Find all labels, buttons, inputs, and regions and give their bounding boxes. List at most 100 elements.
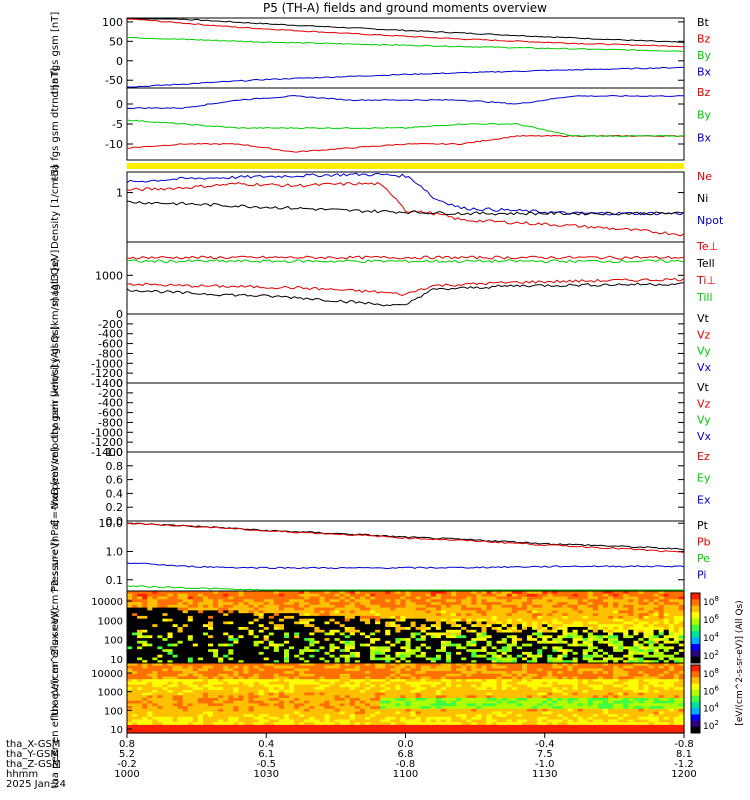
spectrogram-cell <box>218 649 224 653</box>
legend-entry: Ni <box>697 192 708 205</box>
spectrogram-cell <box>339 684 346 688</box>
spectrogram-cell <box>329 643 336 647</box>
spectrogram-cell <box>370 651 376 656</box>
spectrogram-cell <box>233 651 239 656</box>
spectrogram-cell <box>597 676 604 680</box>
spectrogram-cell <box>172 591 179 595</box>
spectrogram-cell <box>486 621 493 625</box>
spectrogram-cell <box>587 689 594 694</box>
spectrogram-cell <box>491 681 498 686</box>
spectrogram-cell <box>425 706 432 710</box>
spectrogram-cell <box>375 700 381 704</box>
spectrogram-cell <box>547 613 553 617</box>
spectrogram-cell <box>238 671 245 675</box>
spectrogram-cell <box>435 593 442 598</box>
spectrogram-cell <box>289 706 295 710</box>
spectrogram-cell <box>233 615 239 620</box>
spectrogram-cell <box>608 684 614 688</box>
spectrogram-cell <box>203 607 209 611</box>
spectrogram-cell <box>653 624 660 628</box>
spectrogram-cell <box>516 684 523 688</box>
spectrogram-cell <box>294 657 300 661</box>
spectrogram-cell <box>157 646 164 650</box>
spectrogram-cell <box>638 627 645 631</box>
tick-label: -400 <box>98 397 123 410</box>
spectrogram-cell <box>213 627 219 631</box>
spectrogram-cell <box>334 615 341 620</box>
spectrogram-cell <box>613 615 619 620</box>
spectrogram-cell <box>309 681 315 686</box>
spectrogram-cell <box>673 604 680 609</box>
spectrogram-cell <box>618 679 624 683</box>
spectrogram-cell <box>172 673 179 678</box>
spectrogram-cell <box>344 657 351 661</box>
spectrogram-cell <box>228 618 234 623</box>
spectrogram-cell <box>334 657 341 661</box>
spectrogram-cell <box>673 646 680 650</box>
spectrogram-cell <box>420 618 427 623</box>
spectrogram-cell <box>618 668 624 672</box>
spectrogram-cell <box>385 615 391 620</box>
spectrogram-cell <box>395 615 402 620</box>
spectrogram-cell <box>263 684 270 688</box>
spectrogram-cell <box>192 627 199 631</box>
spectrogram-cell <box>547 629 553 634</box>
spectrogram-cell <box>192 638 199 642</box>
spectrogram-cell <box>628 643 634 647</box>
spectrogram-cell <box>597 624 604 628</box>
spectrogram-cell <box>430 649 437 653</box>
spectrogram-cell <box>405 663 412 667</box>
spectrogram-cell <box>248 692 255 696</box>
spectrogram-cell <box>532 660 538 664</box>
spectrogram-cell <box>208 591 214 595</box>
spectrogram-cell <box>557 687 564 691</box>
spectrogram-cell <box>552 624 558 628</box>
spectrogram-cell <box>446 591 452 595</box>
spectrogram-cell <box>289 591 295 595</box>
spectrogram-cell <box>395 604 402 609</box>
spectrogram-cell <box>527 679 533 683</box>
spectrogram-cell <box>182 689 189 694</box>
spectrogram-cell <box>532 706 538 710</box>
spectrogram-cell <box>319 706 326 710</box>
spectrogram-cell <box>516 632 523 636</box>
spectrogram-cell <box>471 673 477 678</box>
spectrogram-cell <box>435 599 442 603</box>
spectrogram-cell <box>577 602 584 606</box>
spectrogram-cell <box>380 692 386 696</box>
spectrogram-cell <box>304 607 310 611</box>
spectrogram-cell <box>516 692 523 696</box>
spectrogram-cell <box>557 615 564 620</box>
spectrogram-cell <box>309 643 315 647</box>
spectrogram-cell <box>456 618 462 623</box>
spectrogram-cell <box>314 638 321 642</box>
spectrogram-cell <box>440 657 447 661</box>
spectrogram-cell <box>638 613 645 617</box>
spectrogram-cell <box>643 640 650 645</box>
spectrogram-cell <box>405 621 412 625</box>
spectrogram-cell <box>527 646 533 650</box>
spectrogram-cell <box>162 624 169 628</box>
spectrogram-cell <box>577 657 584 661</box>
spectrogram-cell <box>435 657 442 661</box>
tick-label: -1400 <box>91 446 123 459</box>
spectrogram-cell <box>643 613 650 617</box>
spectrogram-cell <box>359 607 366 611</box>
spectrogram-cell <box>299 663 305 667</box>
spectrogram-cell <box>516 657 523 661</box>
spectrogram-cell <box>284 681 290 686</box>
spectrogram-cell <box>587 643 594 647</box>
spectrogram-cell <box>668 615 675 620</box>
spectrogram-cell <box>451 679 457 683</box>
spectrogram-cell <box>208 692 214 696</box>
spectrogram-cell <box>213 629 219 634</box>
spectrogram-cell <box>380 643 386 647</box>
spectrogram-cell <box>177 671 184 675</box>
spectrogram-cell <box>557 654 564 659</box>
spectrogram-cell <box>562 615 569 620</box>
spectrogram-cell <box>471 602 477 606</box>
spectrogram-cell <box>375 643 381 647</box>
spectrogram-cell <box>547 700 553 704</box>
spectrogram-cell <box>486 596 493 600</box>
spectrogram-cell <box>532 607 538 611</box>
